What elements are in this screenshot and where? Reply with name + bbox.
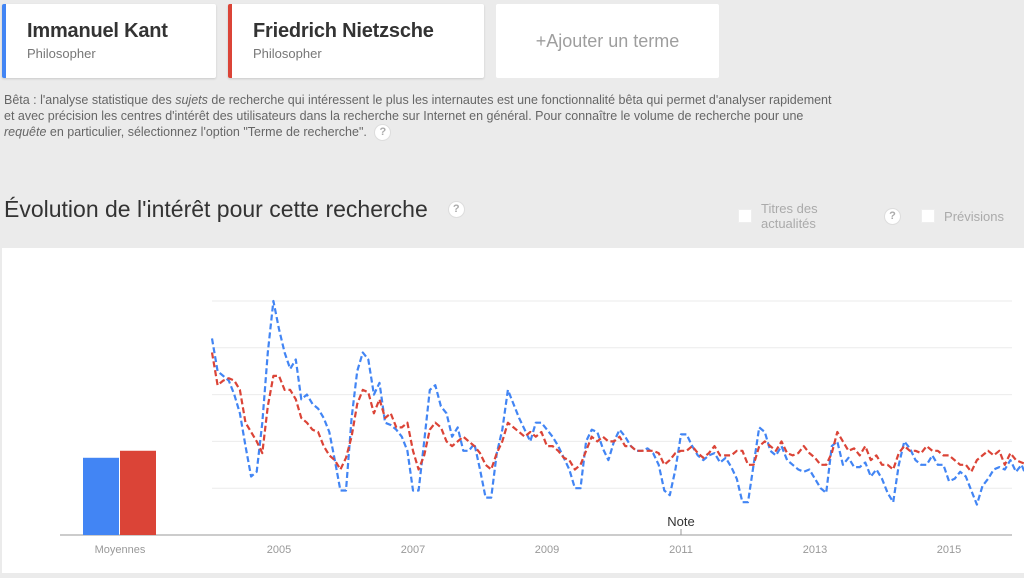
averages-label: Moyennes (95, 544, 146, 556)
annotation-note[interactable]: Note (667, 514, 694, 529)
term-card-nietzsche[interactable]: Friedrich Nietzsche Philosopher (228, 4, 484, 78)
term-name: Friedrich Nietzsche (253, 20, 434, 42)
x-tick-label: 2005 (267, 544, 291, 556)
option-label: Prévisions (944, 208, 1004, 224)
series-line[interactable] (210, 352, 1024, 477)
checkbox[interactable] (921, 209, 936, 223)
section-title-text: Évolution de l'intérêt pour cette recher… (4, 196, 428, 222)
chart-options: Titres des actualités ? Prévisions (738, 201, 1024, 231)
checkbox[interactable] (738, 209, 752, 223)
term-type: Philosopher (253, 46, 322, 61)
beta-text: Bêta : l'analyse statistique des (4, 93, 176, 107)
option-forecasts[interactable]: Prévisions (921, 209, 1004, 224)
chart-panel: Moyennes 2005 2007 2009 2011 2013 2015 Note (2, 248, 1024, 573)
interest-over-time-chart[interactable]: Moyennes 2005 2007 2009 2011 2013 2015 Note (2, 248, 1024, 573)
term-type: Philosopher (27, 46, 96, 61)
average-bar[interactable] (120, 450, 156, 535)
section-title: Évolution de l'intérêt pour cette recher… (4, 196, 465, 223)
help-icon[interactable]: ? (447, 201, 465, 218)
option-label: Titres des actualités (760, 201, 818, 231)
x-tick-label: 2011 (669, 544, 693, 556)
average-bar[interactable] (83, 457, 119, 535)
series-color-bar (228, 4, 232, 78)
beta-emphasis: requête (4, 125, 47, 139)
beta-notice: Bêta : l'analyse statistique des sujets … (4, 92, 844, 142)
option-news-headlines[interactable]: Titres des actualités ? (738, 201, 902, 231)
x-tick-label: 2013 (803, 544, 827, 556)
help-icon[interactable]: ? (884, 207, 902, 225)
help-icon[interactable]: ? (374, 124, 392, 142)
x-tick-label: 2015 (937, 544, 961, 556)
series-line[interactable] (210, 299, 1024, 507)
x-tick-label: 2007 (401, 544, 425, 556)
beta-emphasis: sujets (175, 93, 208, 107)
beta-text: de recherche qui intéressent le plus les… (4, 93, 832, 123)
x-tick-label: 2009 (535, 544, 559, 556)
term-cards: Immanuel Kant Philosopher Friedrich Niet… (2, 4, 719, 78)
add-term-button[interactable]: +Ajouter un terme (496, 4, 719, 78)
beta-text: en particulier, sélectionnez l'option "T… (46, 125, 367, 139)
term-card-kant[interactable]: Immanuel Kant Philosopher (2, 4, 216, 78)
term-name: Immanuel Kant (27, 20, 168, 42)
series-color-bar (2, 4, 6, 78)
